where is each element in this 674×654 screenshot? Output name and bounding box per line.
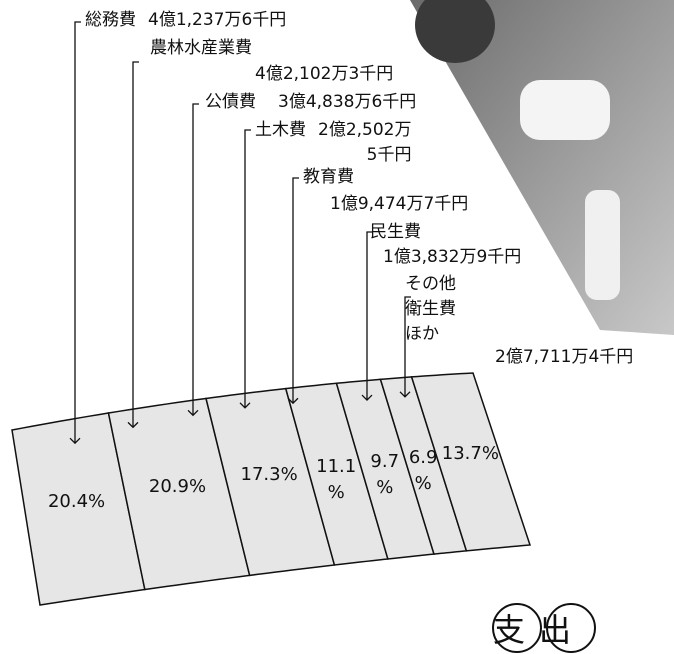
chart-title: 支出 (493, 611, 586, 649)
value-label: 9.7 % (370, 450, 400, 498)
category-label: 農林水産業費 (150, 38, 252, 58)
pointer-line (127, 61, 139, 429)
value-label: 20.4% (47, 491, 106, 513)
category-label: 教育費 (303, 167, 354, 187)
amount-label: 4億1,237万6千円 (148, 10, 287, 30)
amount-label: 2億7,711万4千円 (495, 347, 634, 367)
pointer-line (187, 103, 199, 417)
pointer-line (399, 296, 411, 398)
title-circle (546, 603, 596, 653)
amount-label: 1億9,474万7千円 (330, 194, 469, 214)
pointer-line (239, 129, 251, 409)
fan-segment (410, 372, 532, 552)
pointer-line (361, 231, 373, 402)
value-label: 13.7% (441, 443, 499, 465)
photo-figure (415, 0, 495, 63)
category-label: 総務費 (85, 10, 136, 30)
photo-figure (520, 80, 610, 140)
title-circle (492, 603, 542, 653)
amount-label: 1億3,832万9千円 (383, 247, 522, 267)
category-label: 土木費 (255, 120, 306, 140)
photo-figure (585, 190, 620, 300)
value-label: 6.9 % (408, 447, 438, 495)
value-label: 20.9% (148, 475, 207, 497)
pointer-line (69, 21, 81, 445)
amount-label: 2億2,502万 5千円 (318, 120, 412, 165)
category-label: 公債費 (205, 92, 256, 112)
amount-label: 4億2,102万3千円 (255, 64, 394, 84)
amount-label: 3億4,838万6千円 (278, 92, 417, 112)
category-label: 民生費 (370, 222, 421, 242)
value-label: 11.1 % (316, 455, 357, 503)
value-label: 17.3% (240, 463, 298, 485)
category-label: その他 衛生費 ほか (405, 274, 456, 344)
pointer-line (287, 177, 299, 405)
